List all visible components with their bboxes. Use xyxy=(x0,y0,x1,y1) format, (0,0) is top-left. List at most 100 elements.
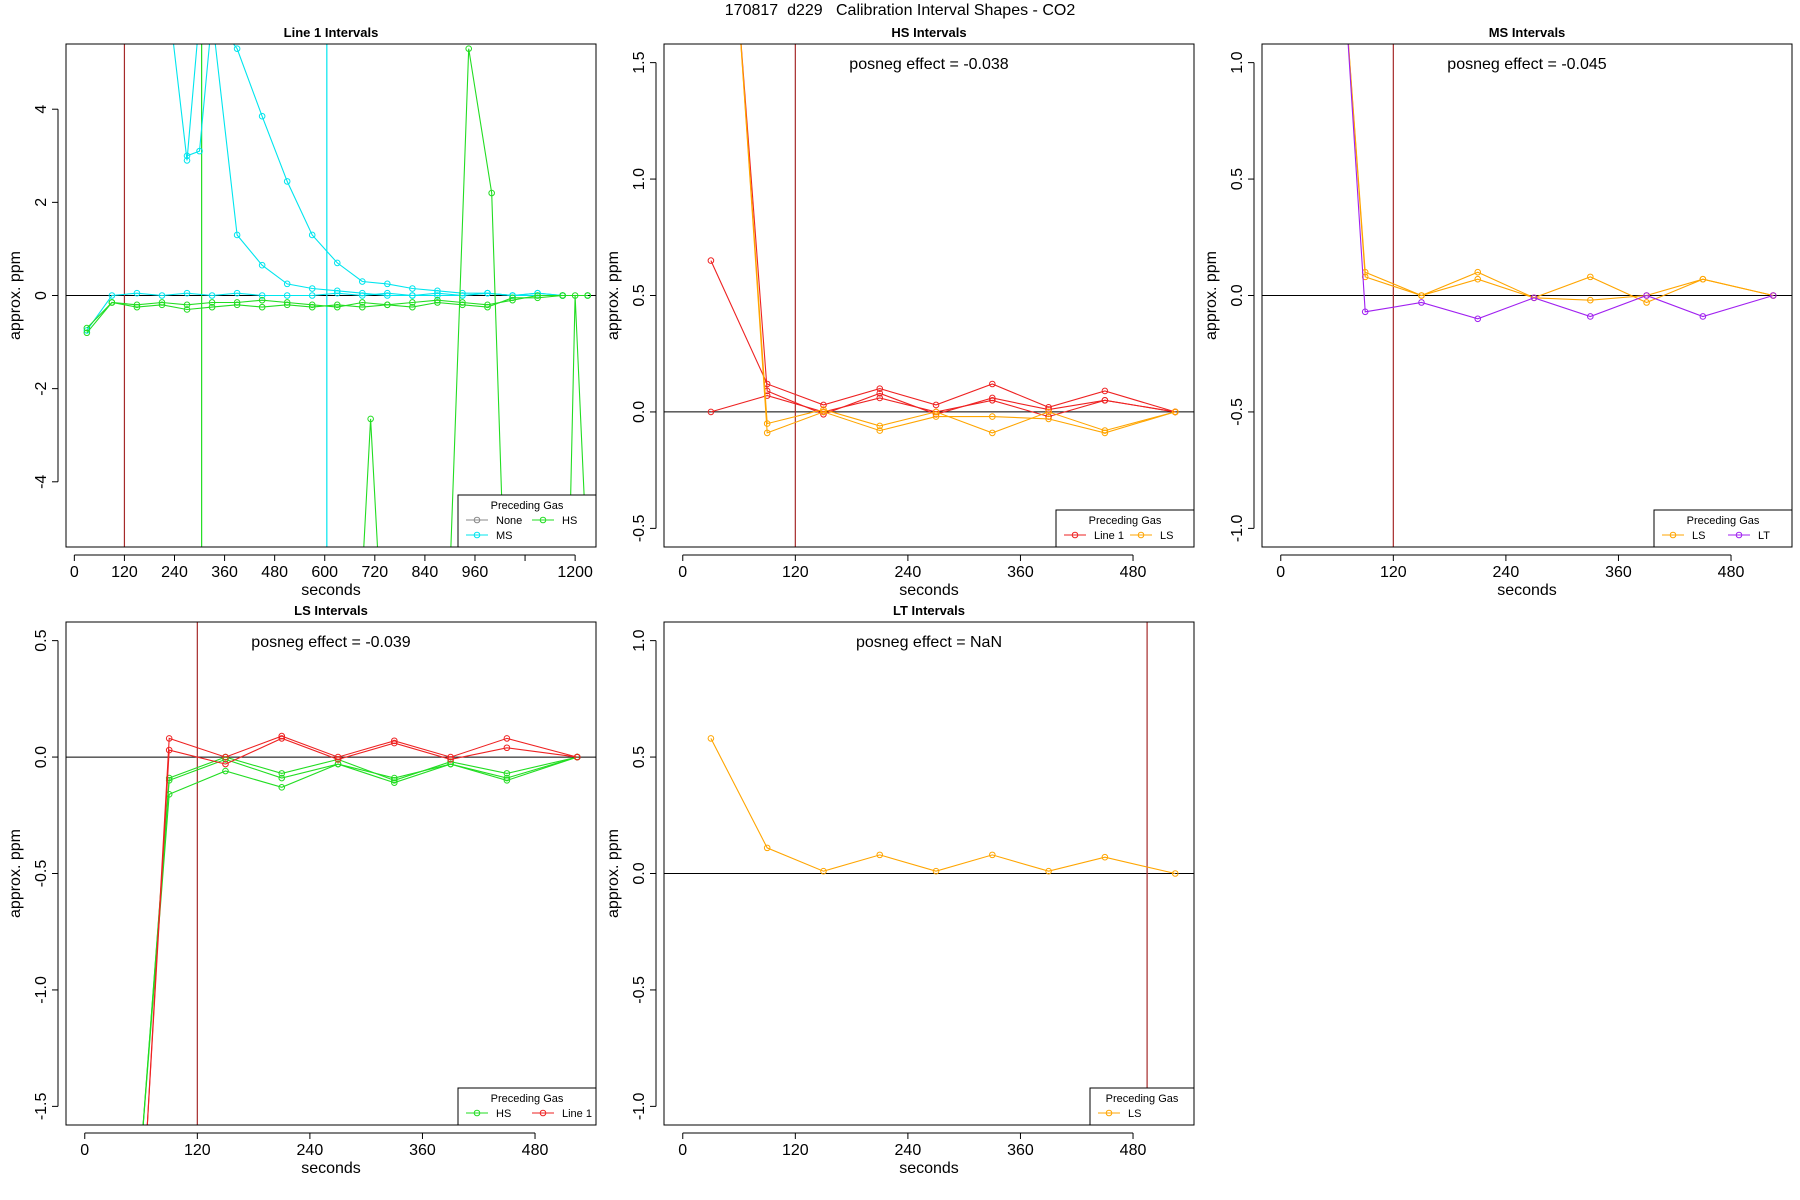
data-point xyxy=(222,760,229,768)
data-point xyxy=(989,851,996,859)
data-point xyxy=(333,287,341,295)
chart-panel-5: LT Intervals 0 120 240 360 480 seconds -1.0 -0.5… xyxy=(605,603,1195,1177)
plot-frame xyxy=(65,621,597,1126)
data-point xyxy=(233,299,241,306)
legend-label: LS xyxy=(1692,530,1705,542)
data-point xyxy=(1474,275,1482,283)
x-tick-label: 1200 xyxy=(557,564,593,581)
legend-label: MS xyxy=(496,530,513,542)
data-point xyxy=(409,299,416,306)
x-tick-label: 0 xyxy=(678,564,687,581)
y-axis-label: approx. ppm xyxy=(605,251,622,340)
chart-panel-2: HS Intervals 0 120 240 360 480 seconds -0.5 0.0 0… xyxy=(605,25,1195,599)
data-point xyxy=(367,415,374,423)
data-point xyxy=(1171,870,1179,877)
data-point xyxy=(571,292,579,299)
legend-marker xyxy=(539,1109,547,1117)
legend-title: Preceding Gas xyxy=(1089,515,1162,527)
series-line-line-1 xyxy=(710,395,1176,418)
series-line-hs xyxy=(86,294,588,334)
data-point xyxy=(283,292,291,299)
data-point xyxy=(391,779,398,786)
data-point xyxy=(707,408,715,416)
data-point xyxy=(258,296,266,304)
data-point xyxy=(308,292,316,299)
data-point xyxy=(876,385,884,392)
data-point xyxy=(1101,429,1109,437)
data-point xyxy=(334,756,342,763)
data-point xyxy=(183,301,191,309)
data-point xyxy=(932,867,940,875)
data-point xyxy=(1361,273,1369,281)
legend: Preceding Gas HS Line 1 xyxy=(457,1087,597,1126)
data-point xyxy=(1699,275,1707,283)
x-tick-label: 120 xyxy=(782,564,809,581)
x-tick-label: 240 xyxy=(895,1142,922,1159)
data-point xyxy=(196,147,203,155)
x-tick-label: 360 xyxy=(211,564,238,581)
series-line-ls xyxy=(740,44,1176,434)
data-point xyxy=(989,380,996,388)
y-tick-label: -0.5 xyxy=(631,976,648,1004)
posneg-annotation: posneg effect = -0.038 xyxy=(849,56,1008,73)
y-tick-label: -1.5 xyxy=(33,1092,50,1120)
data-point xyxy=(876,851,884,859)
data-point xyxy=(278,735,286,742)
data-point xyxy=(358,303,366,311)
y-tick-label: -1.0 xyxy=(33,976,50,1004)
chart-panel-4: LS Intervals 0 120 240 360 480 seconds -1.5 -1.0… xyxy=(7,603,597,1177)
data-point xyxy=(208,292,216,299)
data-point xyxy=(1045,415,1052,423)
y-tick-label: -0.5 xyxy=(631,514,648,542)
series-line-hs xyxy=(450,48,504,547)
legend-label: LS xyxy=(1160,530,1173,542)
series-line-ms xyxy=(214,44,563,297)
x-tick-label: 240 xyxy=(161,564,188,581)
legend-marker xyxy=(473,531,481,539)
data-point xyxy=(1474,268,1482,276)
series-line-line-1 xyxy=(740,44,1176,415)
data-point xyxy=(308,231,316,239)
y-tick-label: -4 xyxy=(33,475,50,489)
x-tick-label: 0 xyxy=(1276,564,1285,581)
data-point xyxy=(1361,308,1369,316)
data-point xyxy=(165,746,173,754)
y-tick-label: 1.5 xyxy=(631,51,648,73)
data-point xyxy=(158,299,166,306)
data-point xyxy=(707,735,715,742)
x-tick-label: 0 xyxy=(678,1142,687,1159)
legend-title: Preceding Gas xyxy=(491,1093,564,1105)
plot-frame xyxy=(1261,43,1793,548)
data-point xyxy=(1045,867,1052,875)
data-point xyxy=(334,760,342,768)
x-tick-label: 0 xyxy=(70,564,79,581)
x-tick-label: 840 xyxy=(412,564,439,581)
data-point xyxy=(183,157,191,164)
data-point xyxy=(384,292,391,299)
series-line-ls xyxy=(740,44,1176,434)
y-tick-label: -0.5 xyxy=(33,860,50,888)
x-tick-label: 480 xyxy=(1718,564,1745,581)
x-tick-label: 480 xyxy=(1120,564,1147,581)
data-point xyxy=(484,301,491,309)
data-point xyxy=(183,306,191,313)
data-point xyxy=(434,296,441,304)
data-point xyxy=(1045,408,1052,416)
plot-area xyxy=(66,622,596,1125)
legend-marker xyxy=(1105,1109,1113,1117)
legend-marker xyxy=(1137,531,1145,539)
data-point xyxy=(1101,853,1109,861)
x-tick-label: 480 xyxy=(261,564,288,581)
data-point xyxy=(278,784,286,791)
data-point xyxy=(183,289,191,297)
y-tick-label: 0.5 xyxy=(631,746,648,768)
plot-area xyxy=(664,622,1194,1125)
data-point xyxy=(763,429,771,437)
series-line-hs xyxy=(363,418,379,547)
data-point xyxy=(1769,292,1777,299)
plot-area xyxy=(66,44,596,547)
data-point xyxy=(233,231,241,239)
legend-marker xyxy=(1735,531,1743,539)
data-point xyxy=(384,301,391,309)
